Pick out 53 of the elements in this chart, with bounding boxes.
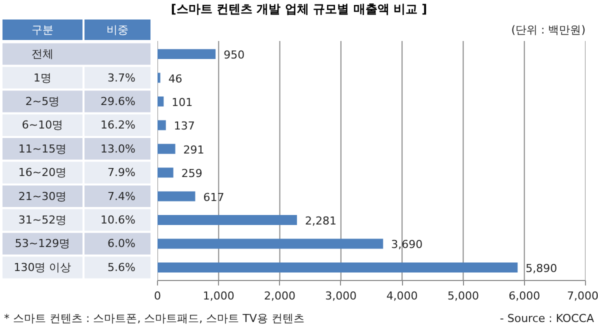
text: 5.6%: [108, 260, 136, 274]
bar: [158, 168, 174, 178]
data-label: 617: [203, 190, 224, 204]
text: 3.7%: [108, 71, 136, 84]
x-tick-label: 7,000: [567, 290, 598, 302]
data-label: 5,890: [526, 262, 558, 275]
text: 10.6%: [100, 214, 136, 227]
data-label: 259: [181, 167, 202, 180]
x-tick-label: 4,000: [386, 290, 418, 302]
x-tick-label: 2,000: [264, 290, 296, 302]
x-tick-label: 1,000: [202, 290, 234, 302]
text: 16.2%: [100, 118, 136, 132]
text: 29.6%: [100, 94, 136, 108]
y-tick-label: 6~10명: [22, 118, 64, 132]
text: 7.9%: [108, 166, 136, 180]
bar: [158, 262, 518, 272]
data-label: 3,690: [391, 238, 423, 252]
text: (단위 : 백만원): [511, 23, 586, 36]
bar: [158, 238, 384, 249]
y-tick-label: 1명: [34, 71, 52, 84]
text: 구분: [32, 23, 54, 36]
data-label: 291: [183, 143, 204, 156]
y-tick-label: 11~15명: [18, 142, 67, 156]
x-tick-label: 0: [154, 290, 161, 302]
data-label: 137: [174, 120, 195, 133]
y-tick-label: 21~30명: [18, 190, 67, 203]
chart-title: [스마트 컨텐츠 개발 업체 규모별 매출액 비교 ]: [170, 1, 428, 18]
y-tick-label: 2~5명: [25, 94, 60, 108]
text: 6.0%: [108, 237, 136, 250]
text: 13.0%: [100, 142, 136, 156]
y-tick-label: 130명 이상: [14, 260, 72, 274]
text: * 스마트 컨텐츠 : 스마트폰, 스마트패드, 스마트 TV용 컨텐츠: [4, 311, 304, 327]
text: - Source : KOCCA: [500, 311, 594, 327]
bar: [158, 120, 166, 130]
y-tick-label: 16~20명: [18, 166, 67, 180]
text: 7.4%: [108, 190, 136, 203]
x-tick-label: 6,000: [508, 290, 540, 302]
y-tick-label: 31~52명: [18, 214, 67, 227]
data-label: 2,281: [304, 214, 336, 228]
bar: [158, 144, 176, 154]
bar: [158, 215, 297, 226]
x-tick-label: 5,000: [447, 290, 479, 302]
data-label: 46: [168, 72, 182, 86]
x-tick-label: 3,000: [325, 290, 357, 302]
bar: [158, 96, 164, 106]
text: 비중: [106, 23, 128, 36]
bar: [158, 72, 160, 83]
y-tick-label: 전체: [32, 48, 54, 61]
bar: [158, 49, 216, 60]
y-tick-label: 53~129명: [14, 237, 70, 250]
data-label: 950: [224, 48, 245, 62]
data-label: 101: [172, 96, 193, 109]
bar: [158, 191, 196, 202]
